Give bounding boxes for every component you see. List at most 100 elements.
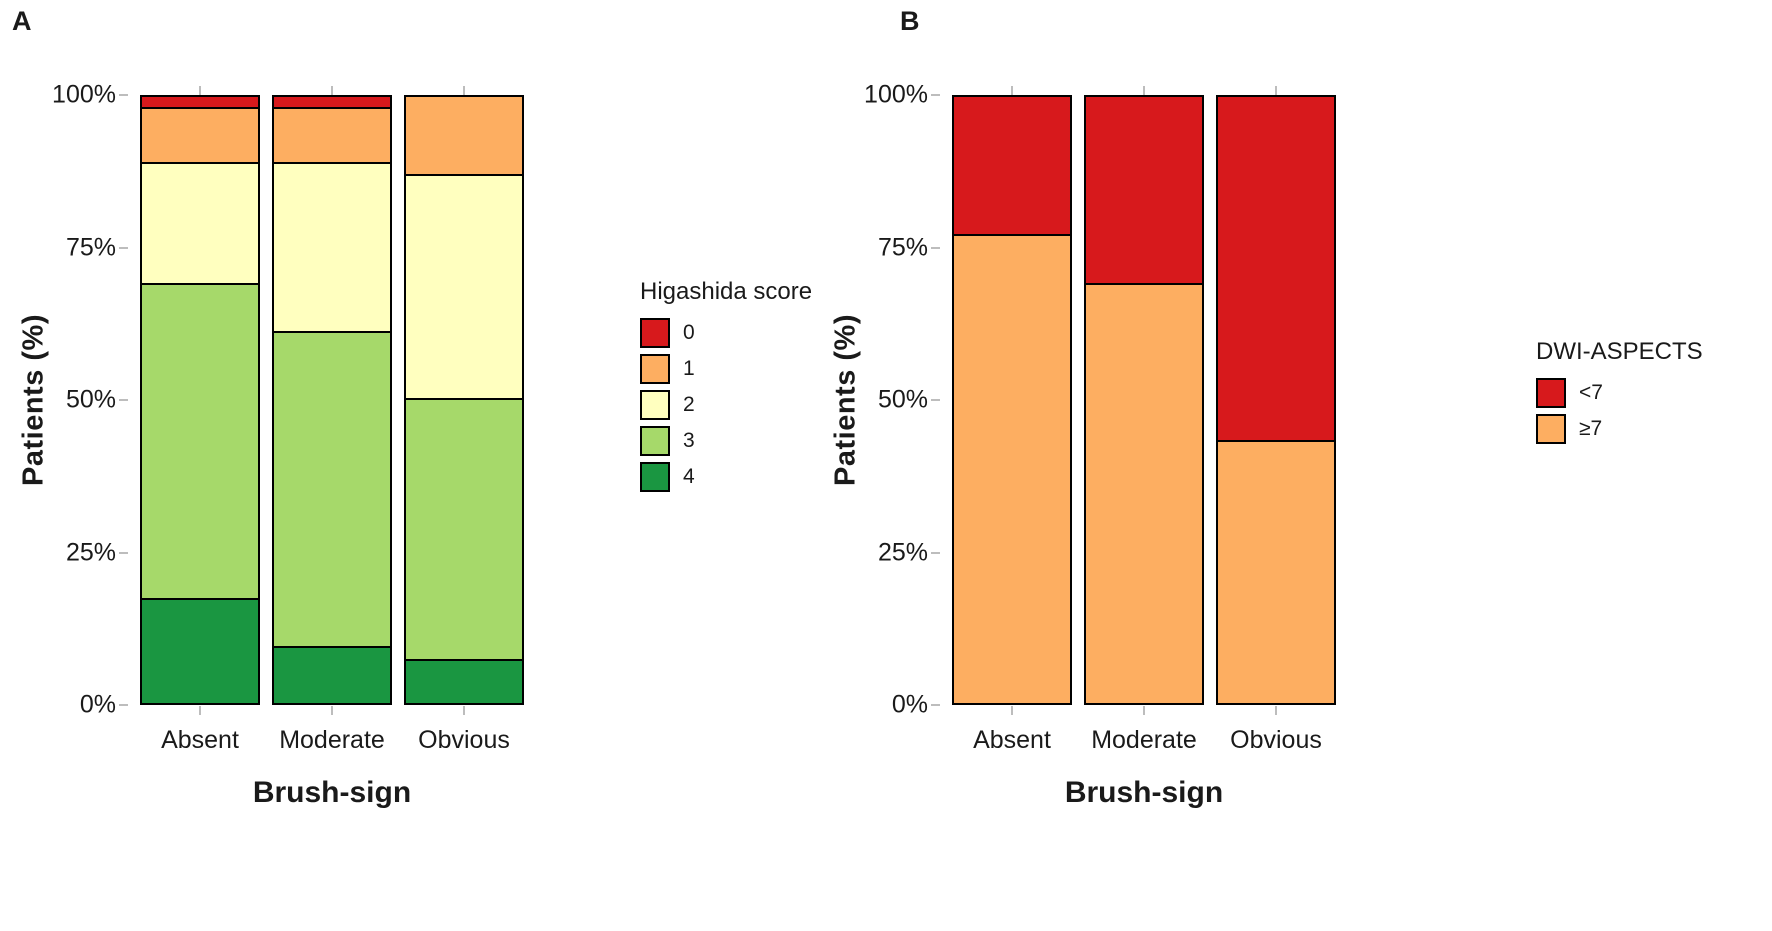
y-tick-label: 25% <box>877 538 928 566</box>
x-axis-title: Brush-sign <box>1064 776 1224 809</box>
x-tick-mark <box>1011 706 1013 715</box>
legend-item: 0 <box>640 318 812 348</box>
y-axis-tick-labels: 0% 25% 50% 75% 100% <box>812 81 928 719</box>
x-tick-label: Moderate <box>279 726 385 754</box>
y-tick-mark <box>119 94 128 96</box>
legend-label: <7 <box>1579 381 1603 404</box>
x-axis-tick-marks-bottom <box>132 706 532 715</box>
x-tick-mark <box>331 86 333 95</box>
x-axis-title: Brush-sign <box>252 776 412 809</box>
stacked-bar-obvious <box>404 95 524 705</box>
legend-swatch <box>640 354 670 384</box>
y-tick-mark <box>119 704 128 706</box>
legend-item: 4 <box>640 462 812 492</box>
y-tick-mark <box>931 551 940 554</box>
plot-wrap-a: Patients (%) 0% 25% 50% 75% 100% Absent Moder… <box>0 0 620 931</box>
legend: DWI-ASPECTS <7 ≥7 <box>1536 338 1703 444</box>
stacked-bar-absent <box>140 95 260 705</box>
bar-segment <box>274 333 390 649</box>
legend-label: ≥7 <box>1579 417 1603 440</box>
legend-label: 2 <box>683 393 695 416</box>
x-tick-mark <box>1143 86 1145 95</box>
legend: Higashida score 0 1 2 3 4 <box>640 278 812 492</box>
x-tick-mark <box>1275 86 1277 95</box>
legend-label: 4 <box>683 465 695 488</box>
plot-wrap-b: Patients (%) 0% 25% 50% 75% 100% Absent Moder… <box>812 0 1432 931</box>
x-tick-mark <box>331 706 333 715</box>
x-axis-tick-labels: Absent Moderate Obvious <box>944 726 1344 755</box>
legend-item: 3 <box>640 426 812 456</box>
legend-item: ≥7 <box>1536 414 1703 444</box>
x-tick-mark <box>199 706 201 715</box>
legend-swatch <box>640 426 670 456</box>
x-axis-tick-marks-bottom <box>944 706 1344 715</box>
x-tick-mark <box>463 706 465 715</box>
legend-swatch <box>640 318 670 348</box>
bar-segment <box>1218 442 1334 703</box>
stacked-bar-absent <box>952 95 1072 705</box>
bar-segment <box>142 599 258 703</box>
x-tick-label: Absent <box>973 726 1051 754</box>
bar-segment <box>406 97 522 176</box>
y-axis-tick-marks <box>931 94 940 706</box>
plot-area <box>944 95 1344 705</box>
x-axis-tick-marks-top <box>132 86 532 95</box>
y-tick-label: 75% <box>877 233 928 261</box>
y-tick-label: 100% <box>864 80 928 109</box>
bar-segment <box>142 163 258 285</box>
panel-a: A Patients (%) 0% 25% 50% 75% 100% Absent Mod… <box>0 0 812 931</box>
x-tick-label: Obvious <box>418 726 510 754</box>
bar-segment <box>954 236 1070 703</box>
panel-label-a: A <box>12 6 32 36</box>
y-tick-mark <box>119 551 128 554</box>
bar-segment <box>1086 97 1202 285</box>
bar-segment <box>954 97 1070 237</box>
y-tick-label: 25% <box>65 538 116 566</box>
y-tick-label: 0% <box>79 690 116 719</box>
x-tick-label: Obvious <box>1230 726 1322 754</box>
stacked-bars <box>132 95 532 705</box>
y-tick-label: 50% <box>65 385 116 414</box>
plot-area <box>132 95 532 705</box>
stacked-bars <box>944 95 1344 705</box>
x-axis-tick-marks-top <box>944 86 1344 95</box>
legend-label: 1 <box>683 357 695 380</box>
y-tick-mark <box>931 94 940 96</box>
y-tick-mark <box>119 246 128 249</box>
bar-segment <box>142 284 258 600</box>
stacked-bar-moderate <box>272 95 392 705</box>
legend-swatch <box>640 390 670 420</box>
bar-segment <box>274 109 390 164</box>
legend-label: 3 <box>683 429 695 452</box>
y-axis-tick-marks <box>119 94 128 706</box>
legend-item: <7 <box>1536 378 1703 408</box>
legend-swatch <box>640 462 670 492</box>
legend-label: 0 <box>683 321 695 344</box>
y-tick-mark <box>931 399 940 401</box>
legend-title: DWI-ASPECTS <box>1536 338 1703 365</box>
y-tick-mark <box>931 704 940 706</box>
y-tick-label: 0% <box>891 690 928 719</box>
x-tick-label: Moderate <box>1091 726 1197 754</box>
bar-segment <box>406 660 522 703</box>
x-tick-mark <box>463 86 465 95</box>
bar-segment <box>1086 284 1202 703</box>
x-tick-label: Absent <box>161 726 239 754</box>
y-tick-label: 100% <box>52 80 116 109</box>
bar-segment <box>142 109 258 164</box>
y-axis-tick-labels: 0% 25% 50% 75% 100% <box>0 81 116 719</box>
panel-b: B Patients (%) 0% 25% 50% 75% 100% Absent Mod… <box>830 0 1772 931</box>
legend-items: 0 1 2 3 4 <box>640 318 812 492</box>
legend-swatch <box>1536 378 1566 408</box>
x-axis-tick-labels: Absent Moderate Obvious <box>132 726 532 755</box>
x-tick-mark <box>199 86 201 95</box>
x-tick-mark <box>1011 86 1013 95</box>
bar-segment <box>142 97 258 110</box>
bar-segment <box>406 175 522 400</box>
legend-items: <7 ≥7 <box>1536 378 1703 444</box>
y-tick-label: 50% <box>877 385 928 414</box>
bar-segment <box>274 648 390 703</box>
bar-segment <box>274 97 390 110</box>
legend-item: 2 <box>640 390 812 420</box>
